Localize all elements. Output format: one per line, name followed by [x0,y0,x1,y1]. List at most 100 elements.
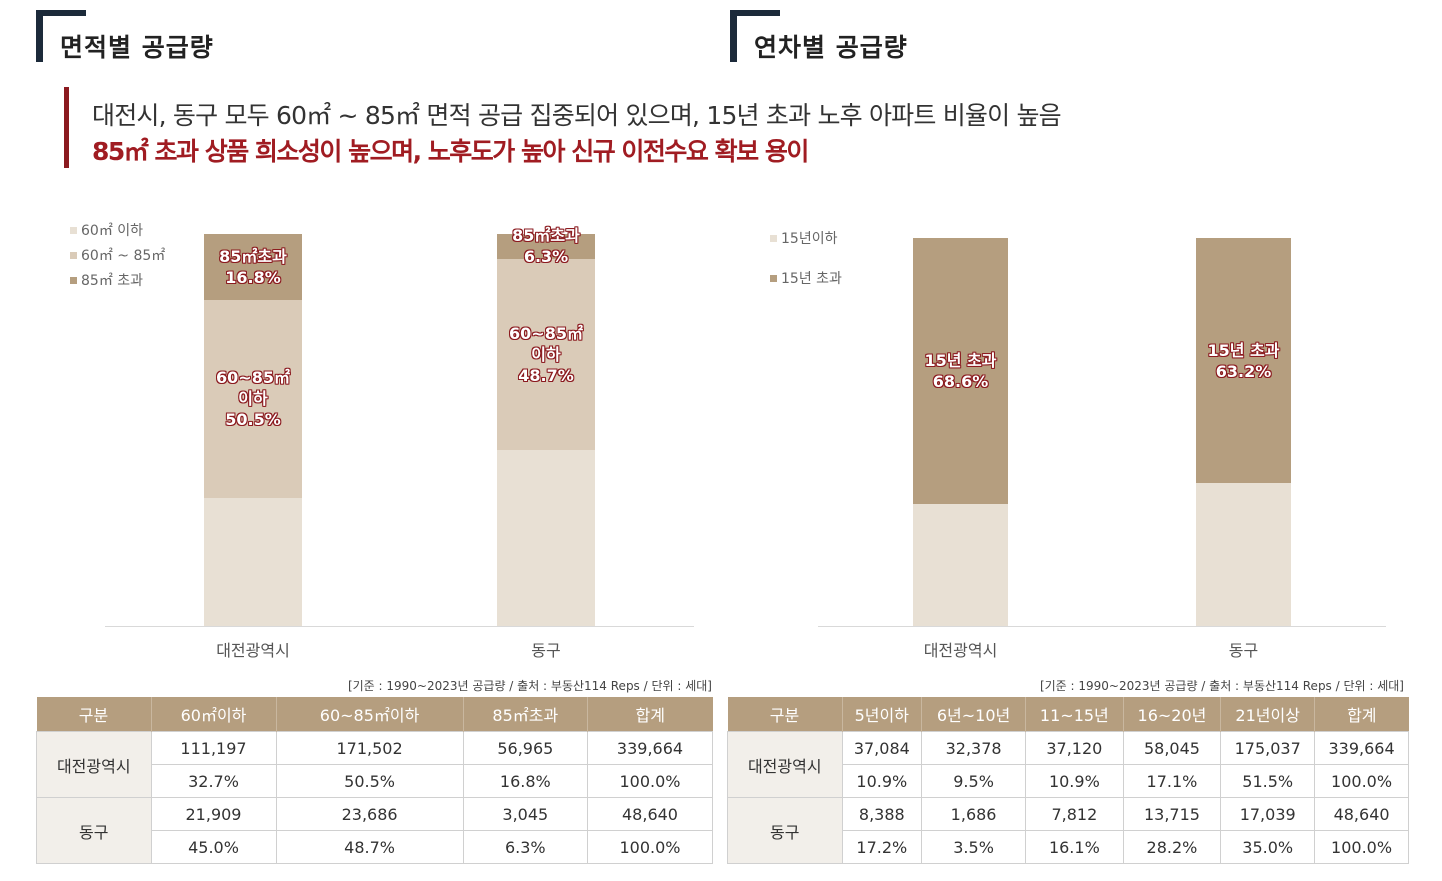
bar-segment [1196,483,1291,626]
table-cell: 16.1% [1025,830,1124,864]
table-cell: 28.2% [1122,830,1222,864]
data-label-line: 15년 초과 [924,351,997,371]
table-header-cell: 6년~10년 [921,697,1026,732]
legend-swatch [70,276,77,284]
table-cell: 8,388 [841,797,923,831]
table-cell: 339,664 [586,731,714,765]
data-label: 85㎡초과 16.8% [184,246,322,288]
right-section-title: 연차별 공급량 [754,33,908,62]
table-row-header: 대전광역시 [36,731,152,798]
data-label-line: 16.8% [225,267,281,287]
table-cell: 51.5% [1220,764,1316,798]
category-label: 대전광역시 [216,641,290,660]
left-source-note: [기준 : 1990~2023년 공급량 / 출처 : 부동산114 Reps … [347,679,712,693]
data-label: 60~85㎡ 이하 48.7% [477,323,615,386]
area-supply-table: 구분 60㎡이하 60~85㎡이하 85㎡초과 합계 대전광역시 111,197 171,50… [36,697,714,864]
table-row-header: 동구 [727,797,843,864]
bar-segment [204,497,302,626]
table-cell: 111,197 [150,731,277,765]
table-cell: 16.8% [462,764,588,798]
bar-segment [204,234,302,300]
data-label-line: 85㎡초과 [512,226,580,246]
data-label-line: 이하 [531,344,561,364]
table-row: 동구 8,388 1,686 7,812 13,715 17,039 48,640 [727,797,1409,864]
callout-line-1: 대전시, 동구 모두 60㎡ ~ 85㎡ 면적 공급 집중되어 있으며, 15년… [92,101,1062,130]
legend-swatch [70,226,77,234]
table-row-header: 대전광역시 [727,731,843,798]
corner-mark-icon [36,10,86,62]
data-label-line: 48.7% [518,365,574,385]
table-cell: 9.5% [921,764,1027,798]
legend-label: 60㎡ 이하 [81,223,144,239]
table-header-cell: 11~15년 [1025,697,1124,732]
data-label: 15년 초과 68.6% [893,350,1028,392]
bar-segment [913,238,1008,505]
table-cell: 50.5% [275,764,464,798]
table-row: 대전광역시 111,197 171,502 56,965 339,664 [36,731,714,798]
table-cell: 175,037 [1220,731,1316,765]
table-header-cell: 85㎡초과 [462,697,588,732]
left-chart-axis [105,626,694,627]
table-cell: 7,812 [1025,797,1124,831]
table-cell: 17,039 [1220,797,1316,831]
legend-swatch [770,274,777,282]
table-header-cell: 구분 [727,697,842,732]
legend-label: 15년이하 [781,231,838,247]
data-label-line: 6.3% [523,247,569,267]
legend-item: 15년이하 [770,228,837,248]
table-header-row: 구분 60㎡이하 60~85㎡이하 85㎡초과 합계 [36,697,713,732]
legend-item: 60㎡ ~ 85㎡ [70,245,165,265]
data-label-line: 15년 초과 [1207,340,1280,360]
table-cell: 35.0% [1220,830,1316,864]
legend-label: 60㎡ ~ 85㎡ [81,248,166,264]
table-cell: 32.7% [150,764,277,798]
right-chart-axis [818,626,1386,627]
table-row: 32.7% 50.5% 16.8% 100.0% [37,764,714,798]
legend-swatch [70,251,77,259]
table-header-cell: 합계 [586,697,713,732]
table-row: 10.9% 9.5% 10.9% 17.1% 51.5% 100.0% [728,764,1409,798]
legend-item: 15년 초과 [770,268,842,288]
table-cell: 37,084 [841,731,923,765]
data-label: 85㎡초과 6.3% [477,225,615,267]
data-label-line: 이하 [238,389,268,409]
bar-segment [497,258,595,450]
data-label-line: 60~85㎡ [216,368,290,388]
category-label: 동구 [1228,641,1259,660]
table-cell: 100.0% [1314,764,1409,798]
table-header-cell: 합계 [1314,697,1409,732]
table-row: 대전광역시 37,084 32,378 37,120 58,045 175,037 339,… [727,731,1409,798]
legend-item: 85㎡ 초과 [70,270,143,290]
table-cell: 48,640 [1314,797,1409,831]
table-header-row: 구분 5년이하 6년~10년 11~15년 16~20년 21년이상 합계 [727,697,1409,732]
legend-label: 85㎡ 초과 [81,273,144,289]
table-cell: 3.5% [921,830,1027,864]
table-cell: 17.2% [841,830,923,864]
legend-item: 60㎡ 이하 [70,220,143,240]
table-cell: 48.7% [275,830,464,864]
bar-segment [1196,238,1291,484]
category-label: 대전광역시 [923,641,998,660]
table-cell: 10.9% [841,764,923,798]
callout-line-2: 85㎡ 초과 상품 희소성이 높으며, 노후도가 높아 신규 이전수요 확보 용… [92,137,809,166]
table-row: 45.0% 48.7% 6.3% 100.0% [37,830,714,864]
data-label-line: 63.2% [1215,361,1272,381]
bar-segment [497,449,595,626]
table-header-cell: 60㎡이하 [150,697,276,732]
data-label-line: 68.6% [932,372,989,392]
corner-mark-icon [730,10,780,62]
table-cell: 100.0% [1314,830,1409,864]
table-header-cell: 구분 [36,697,151,732]
table-row: 동구 21,909 23,686 3,045 48,640 [36,797,714,864]
data-label: 15년 초과 63.2% [1176,340,1311,382]
table-cell: 37,120 [1025,731,1124,765]
table-cell: 3,045 [462,797,588,831]
table-cell: 339,664 [1314,731,1409,765]
table-header-cell: 16~20년 [1122,697,1221,732]
table-cell: 100.0% [586,764,714,798]
callout-accent-bar [64,87,69,168]
table-cell: 21,909 [150,797,277,831]
table-cell: 45.0% [150,830,277,864]
table-cell: 23,686 [275,797,464,831]
data-label-line: 60~85㎡ [509,323,583,343]
